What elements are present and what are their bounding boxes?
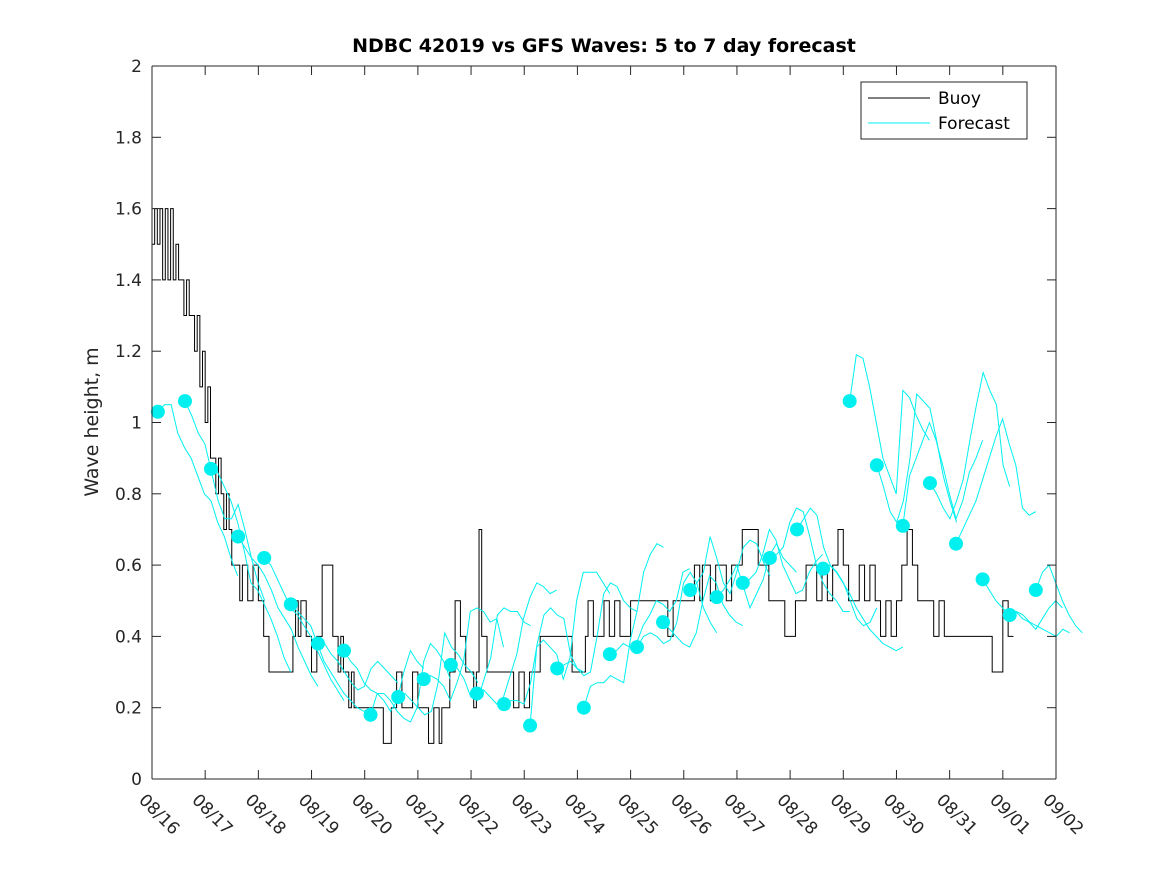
forecast-start-point bbox=[231, 529, 246, 544]
forecast-start-point bbox=[762, 550, 777, 565]
forecast-line bbox=[876, 392, 958, 524]
forecast-start-point bbox=[1028, 583, 1043, 598]
forecast-start-point bbox=[842, 394, 857, 409]
legend-forecast-label: Forecast bbox=[938, 114, 1010, 134]
forecast-series bbox=[150, 353, 1083, 733]
buoy-series bbox=[152, 208, 1014, 744]
forecast-line bbox=[1009, 610, 1070, 638]
forecast-start-point bbox=[735, 575, 750, 590]
forecast-line bbox=[902, 421, 984, 526]
forecast-line bbox=[716, 542, 797, 610]
y-tick-label: 2 bbox=[131, 57, 142, 77]
y-tick-label: 1 bbox=[131, 414, 142, 434]
forecast-line bbox=[423, 607, 504, 702]
chart-title: NDBC 42019 vs GFS Waves: 5 to 7 day fore… bbox=[352, 35, 856, 57]
forecast-line bbox=[343, 649, 425, 713]
legend-box bbox=[860, 81, 1028, 140]
forecast-line bbox=[636, 571, 718, 648]
forecast-start-point bbox=[469, 686, 484, 701]
forecast-start-point bbox=[416, 672, 431, 687]
forecast-line bbox=[290, 603, 371, 712]
forecast-line bbox=[1035, 564, 1083, 634]
forecast-start-point bbox=[895, 518, 910, 533]
forecast-start-point bbox=[790, 522, 805, 537]
buoy-line bbox=[152, 208, 1014, 744]
forecast-line bbox=[529, 571, 611, 726]
y-tick-label: 0.6 bbox=[115, 556, 142, 576]
forecast-line bbox=[822, 564, 904, 652]
forecast-line bbox=[476, 582, 557, 705]
forecast-line bbox=[609, 568, 690, 655]
forecast-line bbox=[583, 543, 664, 708]
forecast-line bbox=[689, 536, 771, 595]
forecast-line bbox=[769, 507, 850, 612]
y-ticks: 0 0.2 0.4 0.6 0.8 1 1.2 1.4 1.6 1.8 2 bbox=[115, 57, 1056, 790]
forecast-start-point bbox=[949, 536, 964, 551]
forecast-start-point bbox=[523, 718, 538, 733]
forecast-line bbox=[849, 353, 930, 494]
forecast-line bbox=[556, 582, 638, 677]
forecast-line bbox=[955, 417, 1037, 544]
forecast-start-point bbox=[576, 700, 591, 715]
plot-area bbox=[152, 66, 1056, 779]
forecast-start-point bbox=[602, 647, 617, 662]
forecast-start-point bbox=[257, 550, 272, 565]
forecast-start-point bbox=[1002, 608, 1017, 623]
y-tick-label: 1.8 bbox=[115, 128, 142, 148]
forecast-start-point bbox=[363, 707, 378, 722]
forecast-start-point bbox=[204, 461, 219, 476]
forecast-line bbox=[210, 468, 292, 673]
forecast-start-point bbox=[975, 572, 990, 587]
forecast-start-point bbox=[709, 590, 724, 605]
forecast-start-point bbox=[869, 458, 884, 473]
forecast-start-point bbox=[683, 583, 698, 598]
forecast-start-point bbox=[283, 597, 298, 612]
forecast-start-point bbox=[177, 394, 192, 409]
y-tick-label: 0.4 bbox=[115, 627, 142, 647]
data-layer bbox=[150, 208, 1083, 744]
y-tick-label: 0 bbox=[131, 770, 142, 790]
legend-buoy-label: Buoy bbox=[938, 89, 981, 109]
y-tick-label: 1.6 bbox=[115, 200, 142, 220]
forecast-line bbox=[929, 370, 1011, 520]
forecast-start-point bbox=[391, 690, 406, 705]
forecast-start-point bbox=[550, 661, 565, 676]
forecast-start-point bbox=[443, 657, 458, 672]
forecast-line bbox=[263, 557, 345, 701]
forecast-start-point bbox=[816, 561, 831, 576]
y-axis-label: Wave height, m bbox=[81, 347, 103, 496]
legend: Buoy Forecast bbox=[860, 81, 1028, 140]
forecast-line bbox=[662, 574, 744, 648]
forecast-line bbox=[397, 631, 479, 716]
forecast-start-point bbox=[336, 643, 351, 658]
forecast-line bbox=[370, 642, 451, 723]
y-tick-label: 0.2 bbox=[115, 699, 142, 719]
forecast-start-point bbox=[629, 640, 644, 655]
forecast-line bbox=[157, 404, 239, 576]
y-tick-label: 1.4 bbox=[115, 271, 142, 291]
forecast-start-point bbox=[656, 615, 671, 630]
forecast-start-point bbox=[310, 636, 325, 651]
forecast-start-point bbox=[497, 697, 512, 712]
forecast-start-point bbox=[150, 404, 165, 419]
y-tick-label: 1.2 bbox=[115, 342, 142, 362]
forecast-line bbox=[982, 579, 1063, 631]
forecast-start-point bbox=[922, 476, 937, 491]
forecast-line bbox=[317, 643, 399, 691]
forecast-line bbox=[742, 528, 823, 595]
forecast-line bbox=[450, 607, 531, 702]
y-tick-label: 0.8 bbox=[115, 485, 142, 505]
forecast-line bbox=[237, 536, 319, 687]
